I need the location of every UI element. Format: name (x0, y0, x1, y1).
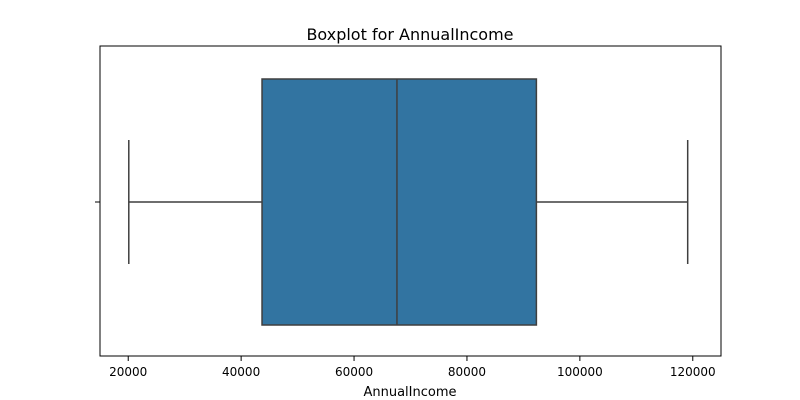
x-tick-label: 80000 (448, 365, 486, 379)
x-tick-label: 20000 (109, 365, 147, 379)
x-axis-ticks: 20000 40000 60000 80000 100000 120000 (109, 356, 716, 379)
x-tick-label: 40000 (222, 365, 260, 379)
x-tick-label: 60000 (335, 365, 373, 379)
plot-area (128, 78, 689, 326)
x-axis-label: AnnualIncome (363, 385, 456, 400)
chart-title: Boxplot for AnnualIncome (306, 25, 513, 44)
box-iqr (261, 78, 538, 326)
axes-frame (99, 45, 722, 357)
x-tick-label: 120000 (670, 365, 716, 379)
x-tick-label: 100000 (557, 365, 603, 379)
